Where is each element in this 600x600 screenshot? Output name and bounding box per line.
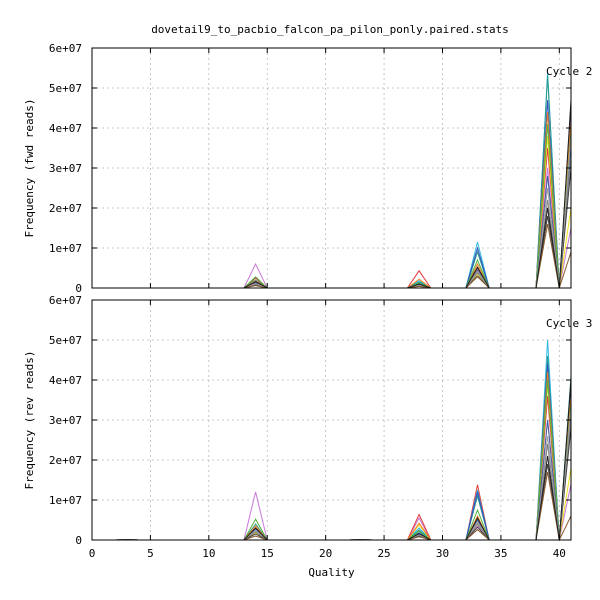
y-tick-label: 3e+07	[49, 414, 82, 427]
series-line-7	[115, 371, 572, 541]
series-line-8	[243, 123, 572, 289]
chart-panels: 0 1e+07 2e+07 3e+07 4e+07 5e+07 6e+07 Frequency…	[23, 42, 592, 579]
series-line-3	[115, 339, 572, 541]
x-tick-label: 10	[202, 547, 215, 560]
series-line-10	[243, 155, 572, 289]
series-line-6	[115, 383, 572, 541]
cycle-annotation: Cycle 3	[546, 317, 592, 330]
y-axis-label: Frequency (rev reads)	[23, 350, 36, 489]
x-tick-label: 25	[377, 547, 390, 560]
series-line-7	[243, 111, 572, 289]
chart-title: dovetail9_to_pacbio_falcon_pa_pilon_ponl…	[151, 23, 509, 36]
x-tick-label: 15	[261, 547, 274, 560]
y-tick-label: 2e+07	[49, 202, 82, 215]
x-axis-label: Quality	[308, 566, 355, 579]
x-tick-label: 0	[89, 547, 96, 560]
y-tick-label: 0	[75, 282, 82, 295]
series-line-2	[243, 123, 572, 289]
series-line-4	[243, 75, 572, 289]
series-line-9	[243, 143, 572, 289]
x-tick-label: 30	[436, 547, 449, 560]
y-tick-label: 5e+07	[49, 334, 82, 347]
series-line-6	[243, 135, 572, 289]
y-tick-label: 6e+07	[49, 294, 82, 307]
series-line-4	[115, 355, 572, 541]
cycle-annotation: Cycle 2	[546, 65, 592, 78]
series-line-10	[115, 419, 572, 541]
series-line-1	[243, 167, 572, 289]
x-tick-label: 5	[147, 547, 154, 560]
x-tick-label: 20	[319, 547, 332, 560]
series-line-3	[243, 71, 572, 289]
y-tick-label: 4e+07	[49, 122, 82, 135]
series-line-9	[115, 411, 572, 541]
series-line-13	[243, 223, 572, 289]
series-line-12	[243, 135, 572, 289]
x-tick-label: 35	[494, 547, 507, 560]
panel-2: 0 1e+07 2e+07 3e+07 4e+07 5e+07 6e+07 0 5 10 15 20 2…	[23, 294, 592, 579]
series-line-11	[115, 427, 572, 541]
y-tick-label: 1e+07	[49, 494, 82, 507]
panel-1: 0 1e+07 2e+07 3e+07 4e+07 5e+07 6e+07 Frequency…	[23, 42, 592, 295]
y-tick-label: 3e+07	[49, 162, 82, 175]
series-line-1	[115, 419, 572, 541]
y-tick-label: 4e+07	[49, 374, 82, 387]
y-tick-label: 6e+07	[49, 42, 82, 55]
y-tick-label: 1e+07	[49, 242, 82, 255]
y-tick-label: 0	[75, 534, 82, 547]
y-tick-label: 5e+07	[49, 82, 82, 95]
series-line-5	[115, 363, 572, 541]
y-axis-label: Frequency (fwd reads)	[23, 98, 36, 237]
series-line-11	[243, 167, 572, 289]
x-tick-label: 40	[553, 547, 566, 560]
series-line-12	[115, 407, 572, 541]
y-tick-label: 2e+07	[49, 454, 82, 467]
series-line-13	[115, 471, 572, 542]
